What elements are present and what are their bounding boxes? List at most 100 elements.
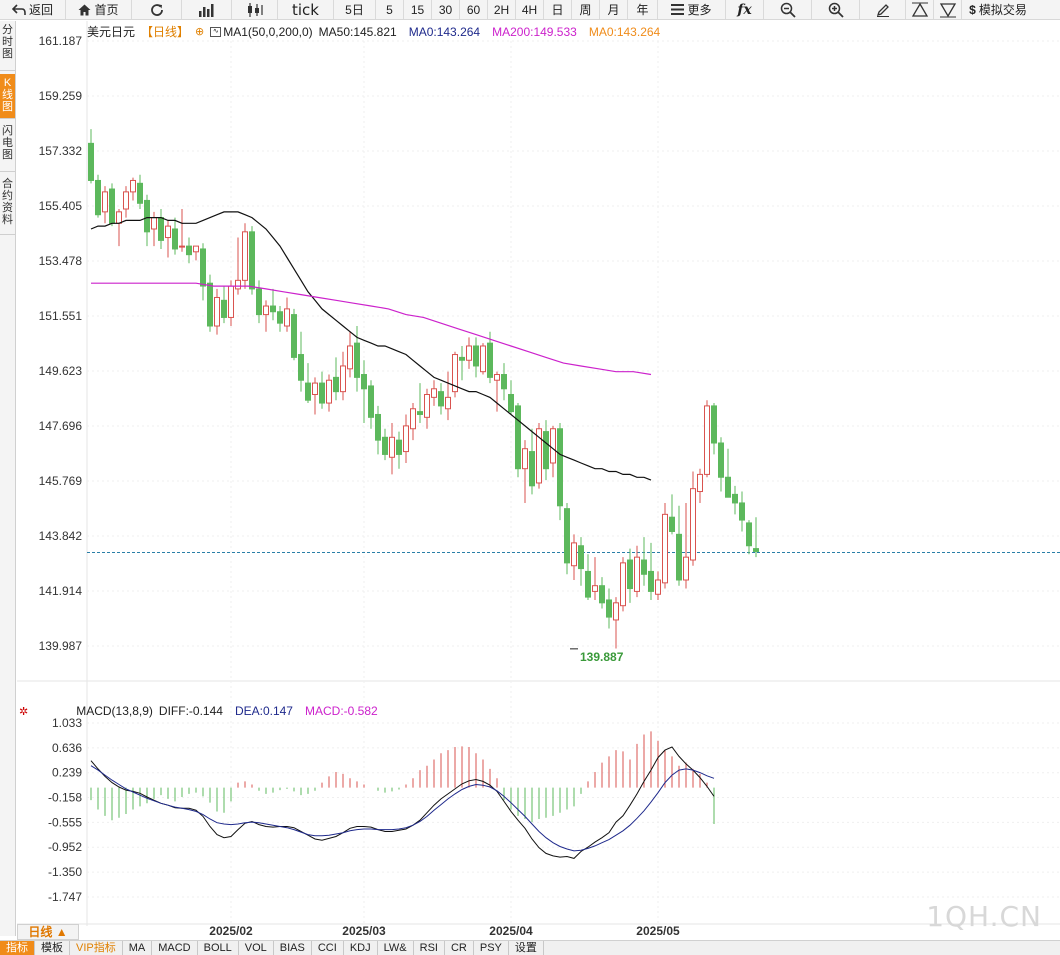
candle-body bbox=[592, 585, 598, 592]
back-button[interactable]: 返回 bbox=[0, 0, 66, 19]
h4-button[interactable]: 4H bbox=[516, 0, 544, 19]
tab-contract[interactable]: 合约资料 bbox=[0, 175, 15, 235]
x-tick-label: 2025/03 bbox=[342, 924, 386, 938]
indicator-tab[interactable]: CCI bbox=[312, 941, 344, 955]
candle-body bbox=[88, 142, 94, 181]
side-tabs: 分时图 K线图 闪电图 合约资料 bbox=[0, 21, 16, 936]
chart-area[interactable]: 161.187 159.259 157.332 155.405 153.478 151.5… bbox=[17, 21, 1060, 940]
m60-button[interactable]: 60 bbox=[460, 0, 488, 19]
tab-flash[interactable]: 闪电图 bbox=[0, 122, 15, 172]
tick-button[interactable]: tick bbox=[278, 0, 334, 19]
tab-timeshare-label: 分时图 bbox=[2, 24, 13, 60]
candle-body bbox=[494, 374, 500, 381]
zoom-in-button[interactable] bbox=[812, 0, 860, 19]
candle-body bbox=[445, 396, 451, 410]
ma0-value-b: MA0:143.264 bbox=[588, 24, 661, 39]
day-button[interactable]: 日 bbox=[544, 0, 572, 19]
candle-body bbox=[424, 393, 430, 418]
candle-body bbox=[242, 231, 248, 281]
candle-body bbox=[116, 211, 122, 224]
candle-body bbox=[228, 285, 234, 318]
macd-settings-icon[interactable]: ✲ bbox=[19, 705, 29, 718]
indicator-tab[interactable]: VIP指标 bbox=[70, 941, 123, 955]
candle-body bbox=[697, 473, 703, 493]
tab-flash-label: 闪电图 bbox=[2, 125, 13, 161]
tab-kline[interactable]: K线图 bbox=[0, 74, 15, 119]
macd-y-tick-label: 0.239 bbox=[52, 766, 82, 780]
week-button[interactable]: 周 bbox=[572, 0, 600, 19]
h2-button[interactable]: 2H bbox=[488, 0, 516, 19]
indicator-tab[interactable]: MA bbox=[123, 941, 153, 955]
candle-body bbox=[333, 376, 339, 393]
candle-body bbox=[354, 342, 360, 378]
year-button[interactable]: 年 bbox=[628, 0, 658, 19]
draw-tool-button[interactable] bbox=[860, 0, 906, 19]
candles-group bbox=[88, 129, 759, 649]
candle-body bbox=[165, 225, 171, 239]
macd-y-tick-label: 1.033 bbox=[52, 716, 82, 730]
m30-button[interactable]: 30 bbox=[432, 0, 460, 19]
candle-body bbox=[361, 374, 367, 390]
candle-body bbox=[571, 542, 577, 567]
candle-body bbox=[137, 182, 143, 204]
candle-body bbox=[417, 411, 423, 415]
macd-diff-line bbox=[90, 746, 715, 859]
candle-body bbox=[410, 408, 416, 430]
candle-body bbox=[557, 428, 563, 507]
bar-chart-button[interactable] bbox=[182, 0, 232, 19]
candle-body bbox=[158, 217, 164, 241]
macd-value: MACD:-0.582 bbox=[304, 704, 378, 718]
more-button[interactable]: 更多 bbox=[658, 0, 726, 19]
indicator-tab[interactable]: KDJ bbox=[344, 941, 378, 955]
sim-trade-button[interactable]: $ 模拟交易 bbox=[962, 0, 1034, 19]
candlestick-button[interactable] bbox=[232, 0, 278, 19]
candle-body bbox=[536, 428, 542, 484]
ma200-value: MA200:149.533 bbox=[492, 24, 577, 39]
y-tick-label: 153.478 bbox=[39, 254, 83, 268]
five-day-button[interactable]: 5日 bbox=[334, 0, 376, 19]
indicator-tab[interactable]: PSY bbox=[474, 941, 509, 955]
m30-label: 30 bbox=[438, 2, 453, 17]
macd-legend: ✲ MACD(13,8,9) DIFF:-0.144 DEA:0.147 MAC… bbox=[19, 704, 378, 718]
legend-settings-icon[interactable]: ⊕ bbox=[195, 26, 205, 38]
candle-body bbox=[480, 345, 486, 373]
down-arrow-button[interactable] bbox=[934, 0, 962, 19]
indicator-tab[interactable]: BOLL bbox=[198, 941, 239, 955]
macd-y-tick-label: -0.952 bbox=[48, 840, 82, 854]
period-badge[interactable]: 日线 ▲ bbox=[17, 924, 79, 940]
candle-body bbox=[690, 488, 696, 561]
month-button[interactable]: 月 bbox=[600, 0, 628, 19]
formula-button[interactable]: fx bbox=[726, 0, 764, 19]
zoom-in-icon bbox=[828, 2, 844, 18]
h4-label: 4H bbox=[521, 2, 538, 17]
candle-body bbox=[312, 382, 318, 395]
indicator-tab[interactable]: CR bbox=[445, 941, 474, 955]
zoom-out-button[interactable] bbox=[764, 0, 812, 19]
candle-body bbox=[221, 299, 227, 318]
candle-body bbox=[319, 382, 325, 404]
indicator-tab[interactable]: MACD bbox=[152, 941, 198, 955]
candle-body bbox=[263, 305, 269, 316]
tab-timeshare[interactable]: 分时图 bbox=[0, 21, 15, 71]
chart-canvas[interactable]: 161.187 159.259 157.332 155.405 153.478 151.5… bbox=[17, 21, 1060, 940]
y-tick-label: 149.623 bbox=[39, 364, 83, 378]
indicator-tab[interactable]: 模板 bbox=[35, 941, 70, 955]
home-button[interactable]: 首页 bbox=[66, 0, 132, 19]
indicator-tab[interactable]: LW& bbox=[378, 941, 414, 955]
indicator-tab[interactable]: BIAS bbox=[274, 941, 312, 955]
formula-icon: fx bbox=[737, 1, 752, 18]
candle-body bbox=[277, 311, 283, 324]
candle-body bbox=[298, 354, 304, 381]
candle-body bbox=[543, 431, 549, 470]
indicator-tab[interactable]: 设置 bbox=[509, 941, 544, 955]
candle-body bbox=[291, 314, 297, 358]
m5-button[interactable]: 5 bbox=[376, 0, 404, 19]
refresh-button[interactable] bbox=[132, 0, 182, 19]
indicator-tab[interactable]: 指标 bbox=[0, 941, 35, 955]
refresh-icon bbox=[150, 3, 163, 16]
indicator-tab[interactable]: RSI bbox=[414, 941, 445, 955]
indicator-tab[interactable]: VOL bbox=[239, 941, 274, 955]
m15-button[interactable]: 15 bbox=[404, 0, 432, 19]
up-arrow-button[interactable] bbox=[906, 0, 934, 19]
candle-body bbox=[130, 179, 136, 193]
